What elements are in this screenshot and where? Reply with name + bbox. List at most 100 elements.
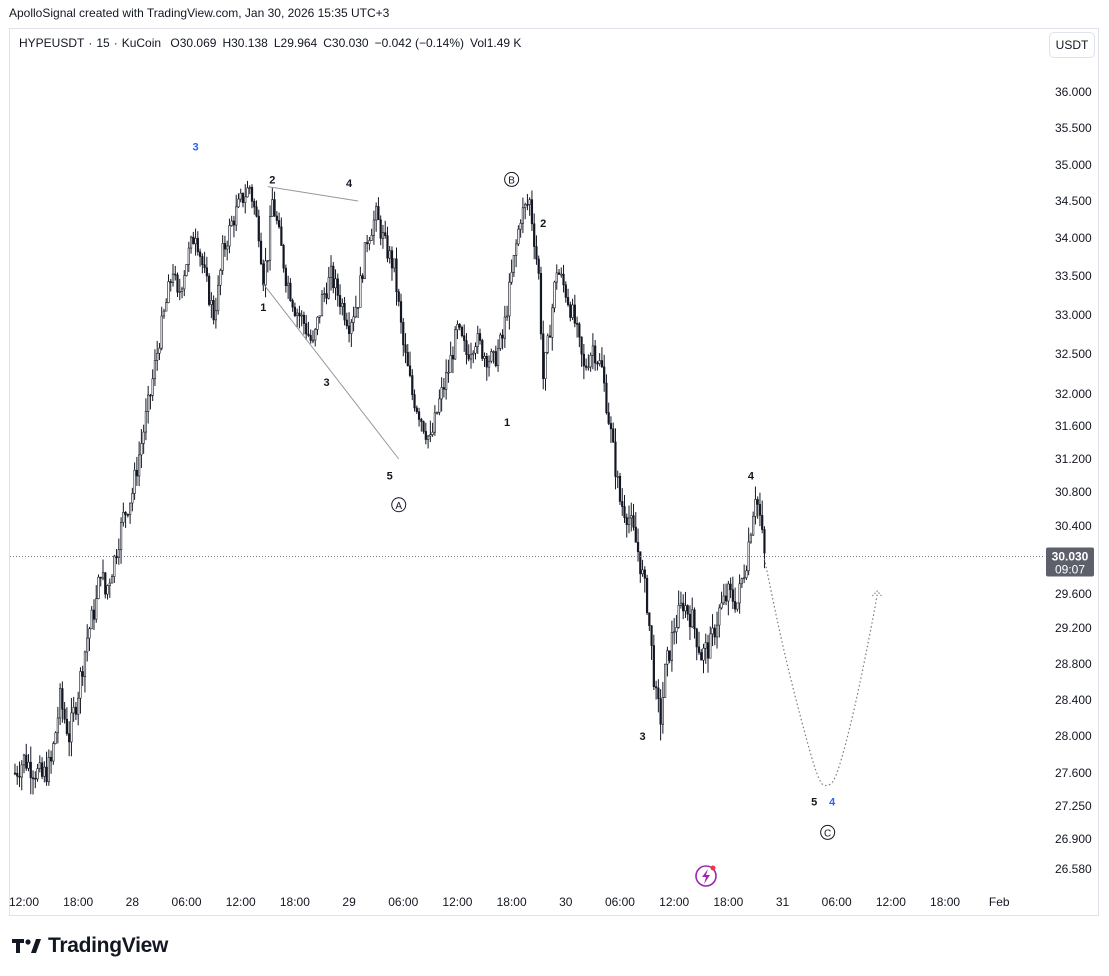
candle <box>289 278 292 302</box>
candle <box>104 571 107 599</box>
candle <box>632 503 635 531</box>
candle <box>431 422 434 437</box>
candle <box>445 359 448 400</box>
candle <box>99 576 102 587</box>
candle <box>255 200 258 218</box>
projection-arrow <box>871 590 883 598</box>
wave-label: 5 <box>387 471 393 483</box>
candle <box>544 351 547 391</box>
candle <box>693 607 696 639</box>
x-tick-label: 31 <box>776 895 790 909</box>
tradingview-brand[interactable]: TradingView <box>12 934 168 958</box>
candle <box>704 633 707 664</box>
wave-label-circle <box>504 171 520 187</box>
candle <box>250 184 254 209</box>
candle <box>187 241 190 272</box>
y-tick-label: 26.580 <box>1055 862 1092 876</box>
candle <box>510 259 513 285</box>
candle <box>79 667 82 714</box>
candle <box>284 264 287 293</box>
candle <box>406 344 409 367</box>
y-tick-label: 30.400 <box>1055 519 1092 533</box>
candle <box>56 706 59 744</box>
candle <box>214 297 217 329</box>
candle <box>16 765 19 785</box>
candle <box>309 329 312 344</box>
candle <box>718 604 721 638</box>
candle <box>743 564 746 584</box>
candle <box>562 264 565 293</box>
y-tick-label: 31.200 <box>1055 452 1092 466</box>
candle <box>734 587 737 613</box>
candle <box>185 264 188 277</box>
wave-label: C <box>824 828 831 839</box>
candle <box>666 646 669 677</box>
candle <box>273 191 276 217</box>
candle <box>519 219 522 238</box>
candle <box>377 197 380 221</box>
candle <box>727 580 730 616</box>
candle <box>174 265 177 281</box>
candle <box>476 325 479 354</box>
currency-button[interactable]: USDT <box>1049 32 1095 58</box>
candle <box>508 273 511 330</box>
candle <box>323 287 326 303</box>
candle <box>580 336 583 367</box>
candle <box>657 679 660 713</box>
candle <box>68 721 71 757</box>
candle <box>142 424 145 454</box>
candle <box>25 743 28 771</box>
candle <box>668 650 671 664</box>
candle <box>411 369 414 401</box>
candle <box>526 193 529 211</box>
candle <box>390 246 394 281</box>
projection-path <box>763 558 878 787</box>
candle <box>379 215 382 246</box>
candle <box>253 198 256 215</box>
candle <box>535 235 538 265</box>
candle <box>702 643 705 674</box>
candle <box>515 239 518 268</box>
candle <box>363 242 366 280</box>
candle <box>366 234 369 253</box>
candle <box>347 312 351 343</box>
candle <box>72 696 75 722</box>
candle <box>408 351 412 378</box>
legend-symbol[interactable]: HYPEUSDT <box>19 36 85 50</box>
candle <box>686 604 689 621</box>
wave-label: 2 <box>269 174 275 186</box>
candle <box>415 405 418 414</box>
legend-interval[interactable]: 15 <box>96 36 110 50</box>
legend-open: 30.069 <box>179 36 217 50</box>
x-tick-label: 06:00 <box>605 895 635 909</box>
candle <box>307 321 310 337</box>
candle <box>659 689 662 741</box>
chart-frame <box>9 28 1099 916</box>
candle <box>763 526 766 569</box>
candle <box>713 624 716 646</box>
candle <box>208 273 211 307</box>
wave-label: A <box>395 501 402 512</box>
x-tick-label: 18:00 <box>930 895 960 909</box>
legend-high: 30.138 <box>231 36 268 50</box>
x-tick-label: 12:00 <box>442 895 472 909</box>
candle <box>451 346 455 374</box>
last-price-countdown: 09:07 <box>1055 563 1085 577</box>
candle <box>59 683 62 726</box>
candle <box>395 247 398 306</box>
candle <box>454 326 457 360</box>
candle <box>153 349 157 387</box>
candle <box>548 324 552 338</box>
y-tick-label: 36.000 <box>1055 85 1092 99</box>
candle <box>162 308 166 319</box>
candle <box>332 261 335 294</box>
y-tick-label: 28.400 <box>1055 693 1092 707</box>
candle <box>176 272 179 298</box>
candle <box>124 511 127 528</box>
candle <box>645 574 649 616</box>
candle <box>467 344 470 362</box>
candle <box>472 350 475 364</box>
candle <box>217 275 220 315</box>
candle <box>413 389 416 412</box>
